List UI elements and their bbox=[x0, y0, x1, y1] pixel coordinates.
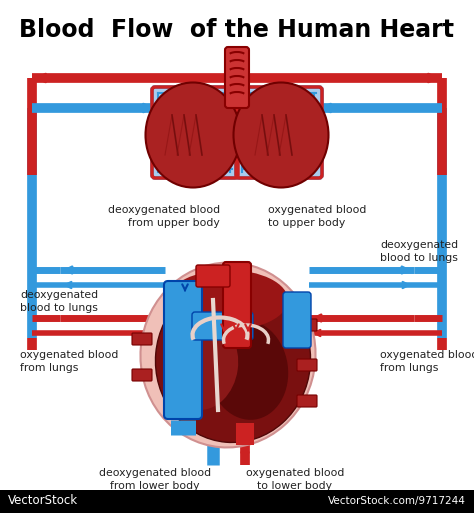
Text: oxygenated blood
to lower body: oxygenated blood to lower body bbox=[246, 468, 344, 491]
Text: oxygenated blood
to upper body: oxygenated blood to upper body bbox=[268, 205, 366, 228]
Text: oxygenated blood
from lungs: oxygenated blood from lungs bbox=[20, 350, 118, 373]
FancyBboxPatch shape bbox=[283, 292, 311, 348]
Text: VectorStock.com/9717244: VectorStock.com/9717244 bbox=[328, 496, 466, 506]
FancyBboxPatch shape bbox=[225, 47, 249, 108]
FancyBboxPatch shape bbox=[297, 395, 317, 407]
Bar bbox=[0, 490, 474, 513]
FancyBboxPatch shape bbox=[152, 87, 238, 178]
Text: deoxygenated
blood to lungs: deoxygenated blood to lungs bbox=[20, 290, 98, 313]
Ellipse shape bbox=[140, 263, 316, 447]
Ellipse shape bbox=[155, 278, 310, 443]
Text: VectorStock: VectorStock bbox=[8, 495, 78, 507]
Text: deoxygenated blood
from upper body: deoxygenated blood from upper body bbox=[108, 205, 220, 228]
Text: oxygenated blood
from lungs: oxygenated blood from lungs bbox=[380, 350, 474, 373]
FancyBboxPatch shape bbox=[297, 359, 317, 371]
Ellipse shape bbox=[234, 83, 328, 187]
FancyBboxPatch shape bbox=[223, 262, 251, 348]
Ellipse shape bbox=[208, 320, 288, 420]
Ellipse shape bbox=[146, 83, 240, 187]
Text: deoxygenated blood
from lower body: deoxygenated blood from lower body bbox=[99, 468, 211, 491]
Text: Blood  Flow  of the Human Heart: Blood Flow of the Human Heart bbox=[19, 18, 455, 42]
FancyBboxPatch shape bbox=[132, 333, 152, 345]
Text: deoxygenated
blood to lungs: deoxygenated blood to lungs bbox=[380, 240, 458, 263]
Ellipse shape bbox=[168, 320, 238, 410]
FancyBboxPatch shape bbox=[297, 319, 317, 331]
FancyBboxPatch shape bbox=[192, 312, 253, 340]
FancyBboxPatch shape bbox=[236, 87, 322, 178]
FancyBboxPatch shape bbox=[196, 265, 230, 287]
FancyBboxPatch shape bbox=[132, 369, 152, 381]
FancyBboxPatch shape bbox=[164, 281, 202, 419]
Ellipse shape bbox=[168, 270, 288, 330]
